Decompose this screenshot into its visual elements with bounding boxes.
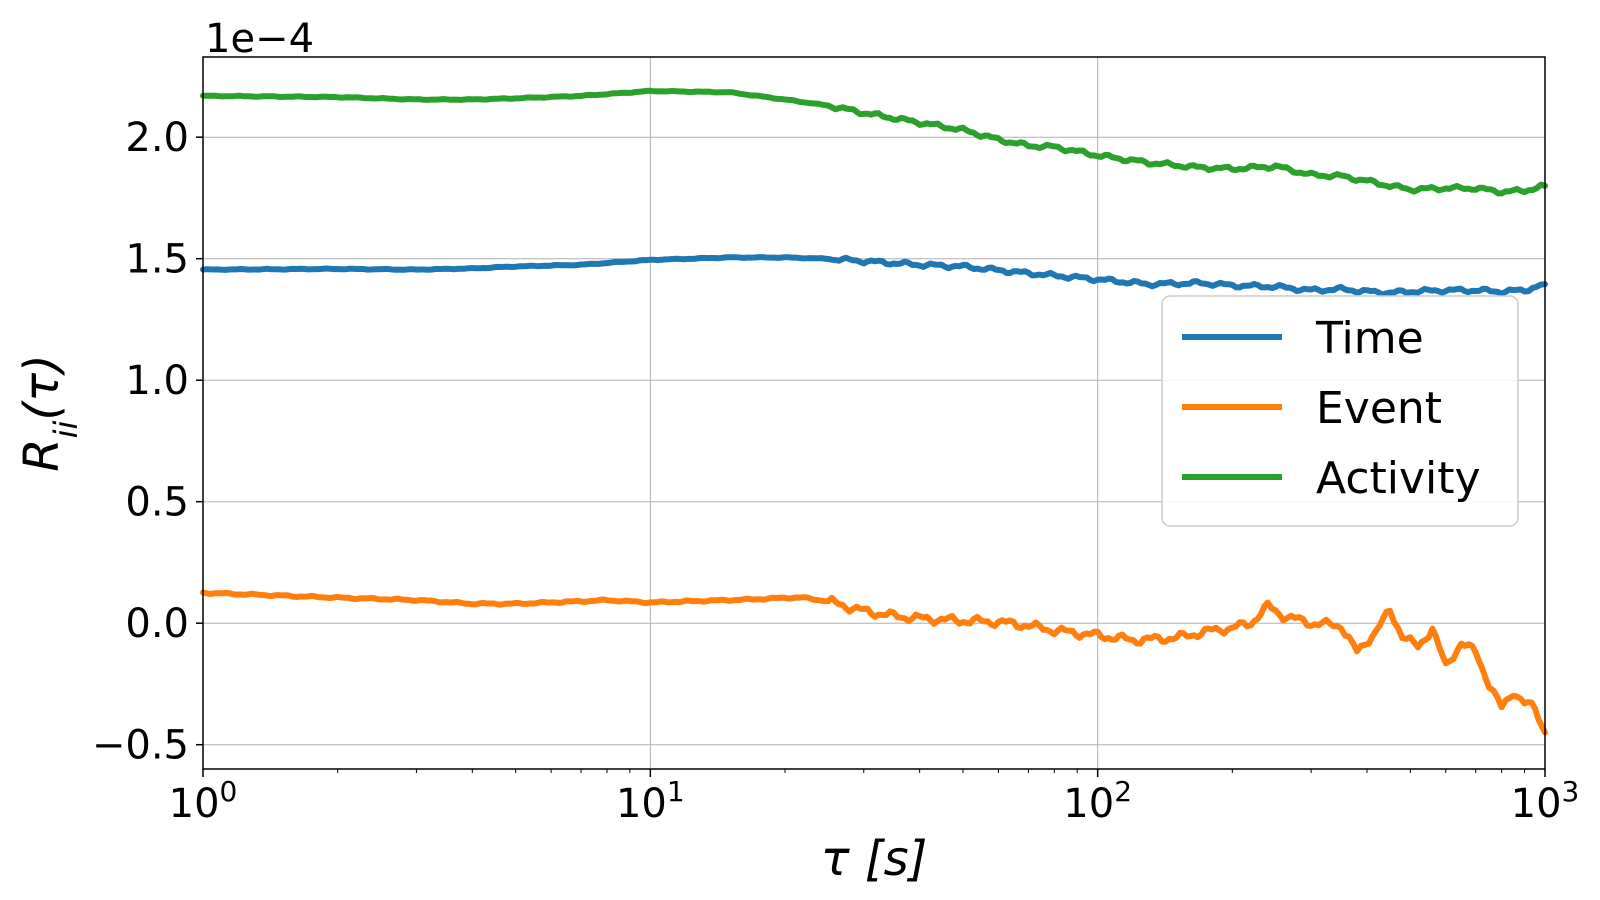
y-axis-label: Rii(τ) <box>14 354 85 472</box>
x-tick-label: 101 <box>616 775 685 827</box>
series-line-event <box>200 589 1548 736</box>
series-line-activity <box>200 87 1548 197</box>
y-axis-offset-text: 1e−4 <box>205 16 314 62</box>
x-tick-label: 100 <box>169 775 238 827</box>
plot-frame <box>202 56 1546 770</box>
y-tick-label: 1.0 <box>125 358 189 404</box>
y-tick-label: 0.0 <box>125 601 189 647</box>
y-tick-label: 0.5 <box>125 480 189 526</box>
legend: Time Event Activity <box>1161 295 1519 527</box>
series-line-time <box>200 254 1548 298</box>
axis-ticks: −0.5 0.0 0.5 1.0 1.5 2.0 100 101 102 103 <box>92 115 1580 827</box>
x-axis-label: τ [s] <box>821 831 928 887</box>
legend-box <box>1161 295 1519 527</box>
y-tick-label: 2.0 <box>125 115 189 161</box>
legend-label: Activity <box>1316 453 1481 504</box>
legend-label: Event <box>1316 383 1442 434</box>
series-lines <box>200 87 1548 736</box>
x-tick-label: 102 <box>1063 775 1132 827</box>
legend-label: Time <box>1315 313 1424 364</box>
y-tick-label: 1.5 <box>125 237 189 283</box>
x-tick-label: 103 <box>1511 775 1580 827</box>
y-tick-label: −0.5 <box>92 723 189 769</box>
